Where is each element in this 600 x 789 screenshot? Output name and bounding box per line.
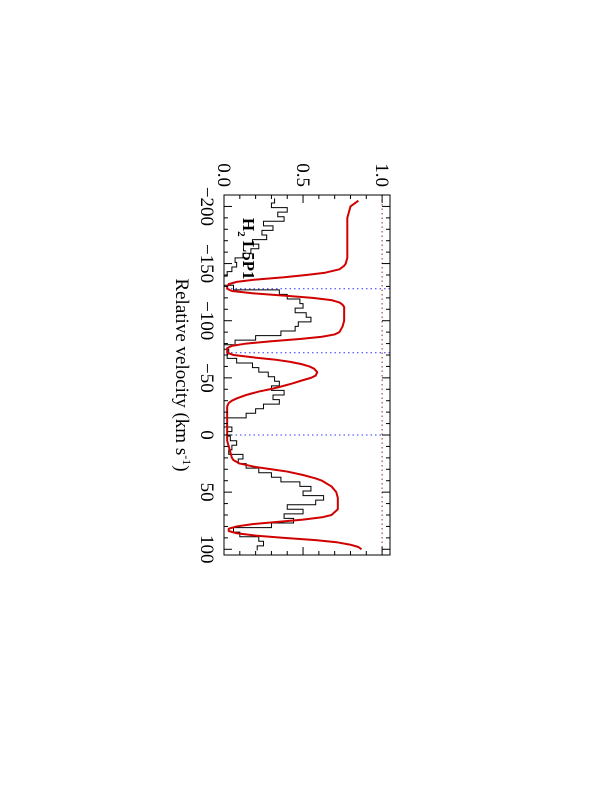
rotated-plot: −200 −150 −100 −50 0 50 100 0.0 0.5 1.0 Relative v… — [171, 163, 392, 563]
plot-frame — [223, 194, 391, 556]
x-axis-label-text: Relative velocity (km s — [171, 278, 192, 455]
transition-label-base: H — [239, 218, 258, 231]
x-axis-label-unit-exponent: -1 — [180, 455, 194, 465]
plot-clip-group — [224, 195, 390, 555]
x-axis-label-close: ) — [171, 465, 192, 471]
x-tick-label: 50 — [196, 483, 217, 502]
x-tick-label: −200 — [196, 187, 217, 226]
x-tick-label: 100 — [196, 535, 217, 564]
x-tick-label: −50 — [196, 363, 217, 393]
x-tick-label: 0 — [196, 430, 217, 440]
y-tick-label: 0.0 — [213, 163, 234, 187]
data-spectrum-histogram — [224, 198, 325, 551]
transition-label: H2 L5P1 — [235, 218, 258, 280]
model-fit-line — [226, 199, 363, 551]
x-axis-label: Relative velocity (km s-1) — [171, 278, 194, 471]
y-tick-label: 1.0 — [371, 163, 392, 187]
transition-label-subscript: 2 — [235, 231, 247, 237]
x-tick-label: −100 — [196, 301, 217, 340]
y-tick-label: 0.5 — [292, 163, 313, 187]
transition-label-name: L5P1 — [239, 237, 258, 280]
plot-area: −200 −150 −100 −50 0 50 100 0.0 0.5 1.0 Relative v… — [171, 163, 392, 563]
x-tick-label: −150 — [196, 244, 217, 283]
